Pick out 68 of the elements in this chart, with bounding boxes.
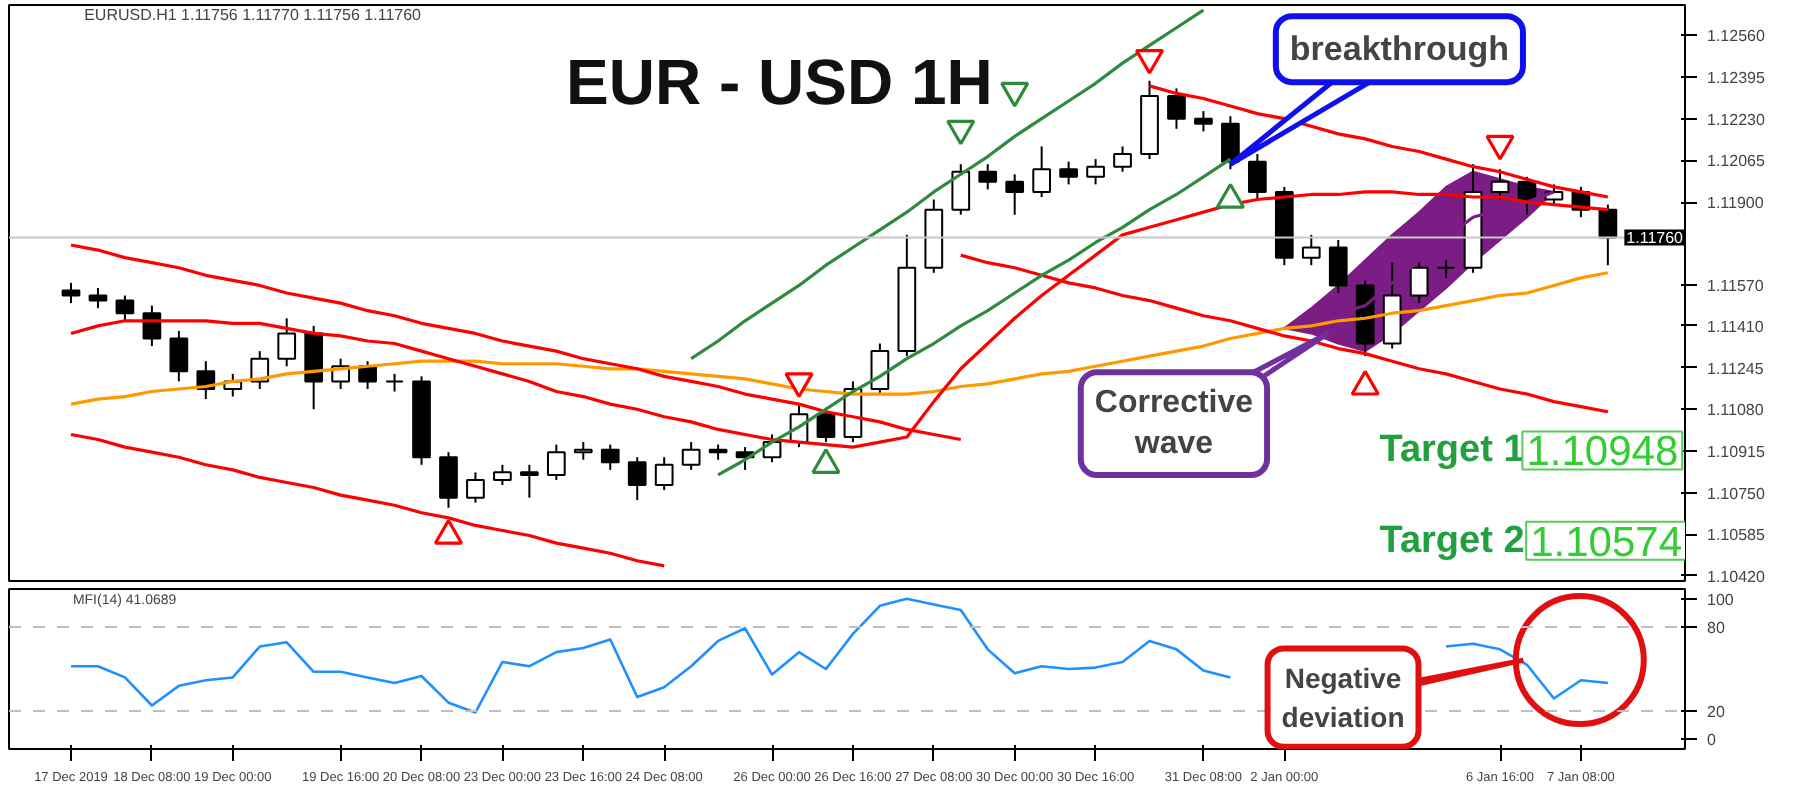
annotation: Target 2 (1379, 519, 1525, 562)
candlestick (546, 443, 566, 481)
candlestick (88, 286, 108, 310)
candlestick (304, 324, 324, 411)
y-tick-label: 1.12395 (1707, 69, 1766, 87)
annotation: 1.10574 (1530, 519, 1683, 566)
y-tick-label: 1.10420 (1707, 567, 1766, 586)
candlestick (115, 294, 135, 322)
annotation: Corrective wave (1094, 386, 1254, 461)
point (433, 518, 464, 545)
candlestick (681, 441, 701, 471)
candlestick (520, 463, 539, 499)
point (1485, 134, 1515, 161)
y-tick-label: 1.12560 (1707, 27, 1766, 46)
y-tick-label: 1.12065 (1707, 152, 1766, 171)
y-tick-label: 1.11570 (1707, 277, 1765, 296)
candlestick (1248, 153, 1267, 201)
candlestick (1032, 145, 1052, 198)
annotation: breakthrough (1289, 30, 1509, 69)
text: EUR - USD 1H (566, 45, 993, 118)
candlestick (1194, 110, 1213, 133)
y-tick-label: 1.11410 (1707, 317, 1765, 336)
annotation: Negative deviation (1281, 662, 1405, 733)
y-tick-label: 1.11245 (1707, 359, 1765, 378)
y-tick-label: 1.11080 (1707, 401, 1765, 420)
candlestick (1301, 233, 1321, 267)
candlestick (439, 451, 458, 509)
y-tick-label: 1.10585 (1707, 526, 1766, 545)
y-tick-label: 1.12230 (1707, 110, 1766, 129)
point (1350, 369, 1380, 396)
candlestick (1221, 115, 1240, 171)
annotation: 1.10948 (1526, 429, 1679, 476)
candlestick (978, 163, 998, 191)
candlestick (1409, 259, 1429, 305)
y-tick-label: 0 (1707, 731, 1717, 750)
y-tick-label: 80 (1707, 618, 1726, 637)
candlestick (466, 471, 485, 504)
candlestick (1113, 145, 1132, 173)
candlestick (951, 163, 971, 216)
ref-line-label: 1.11760 (1626, 229, 1685, 248)
candlestick (654, 456, 674, 492)
chart-subtitle: EURUSD.H1 1.11756 1.11770 1.11756 1.11760 (84, 5, 423, 24)
candlestick (627, 456, 647, 502)
candlestick (1328, 238, 1348, 294)
candlestick (277, 317, 297, 368)
point (811, 448, 841, 474)
y-tick-label: 1.11900 (1707, 194, 1765, 213)
candlestick (1167, 87, 1186, 130)
line-series (69, 432, 666, 568)
point (946, 119, 976, 146)
candlestick (1005, 173, 1025, 216)
candlestick (1059, 160, 1078, 186)
point (1134, 48, 1165, 75)
candlestick (1436, 259, 1456, 279)
candlestick (169, 329, 189, 383)
y-tick-label: 1.10750 (1707, 484, 1766, 503)
candlestick (600, 443, 620, 471)
candlestick (493, 463, 512, 486)
candlestick (1490, 168, 1510, 201)
y-tick-label: 1.10915 (1707, 442, 1766, 461)
y-tick-label: 100 (1707, 590, 1735, 609)
candlestick (1382, 261, 1402, 350)
candlestick (61, 281, 81, 305)
annotation: Target 1 (1379, 429, 1526, 472)
y-tick-label: 20 (1707, 703, 1726, 722)
point (1000, 81, 1030, 108)
candlestick (1086, 158, 1105, 186)
candlestick (385, 372, 404, 393)
